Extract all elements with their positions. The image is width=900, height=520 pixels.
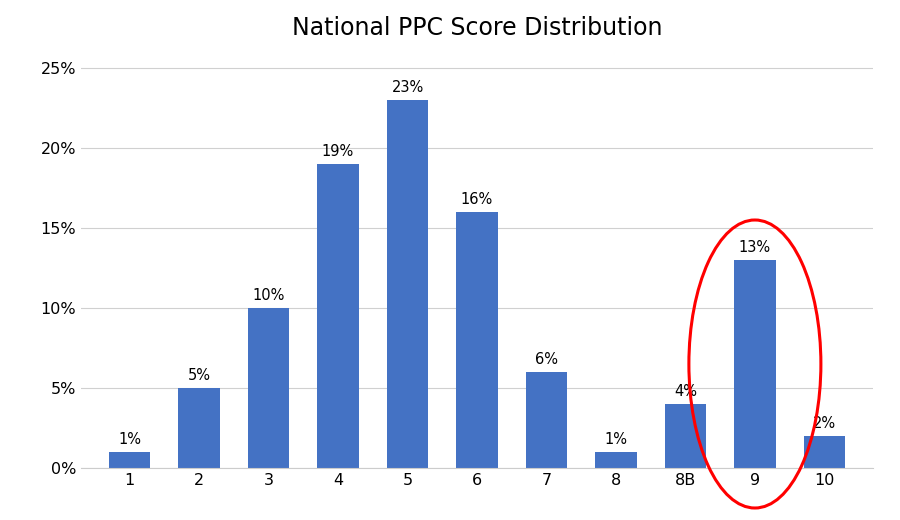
- Bar: [317, 164, 359, 468]
- Bar: [734, 260, 776, 468]
- Text: 4%: 4%: [674, 384, 697, 399]
- Bar: [248, 308, 290, 468]
- Text: 6%: 6%: [535, 352, 558, 367]
- Bar: [595, 452, 637, 468]
- Text: 10%: 10%: [252, 288, 284, 303]
- Bar: [804, 436, 845, 468]
- Bar: [456, 212, 498, 468]
- Text: 1%: 1%: [605, 432, 627, 447]
- Bar: [664, 404, 707, 468]
- Bar: [109, 452, 150, 468]
- Text: 5%: 5%: [187, 368, 211, 383]
- Text: 19%: 19%: [322, 144, 355, 159]
- Bar: [178, 388, 220, 468]
- Text: 1%: 1%: [118, 432, 141, 447]
- Text: 13%: 13%: [739, 240, 771, 255]
- Text: 2%: 2%: [813, 416, 836, 431]
- Bar: [526, 372, 567, 468]
- Title: National PPC Score Distribution: National PPC Score Distribution: [292, 16, 662, 41]
- Text: 16%: 16%: [461, 192, 493, 207]
- Text: 23%: 23%: [392, 80, 424, 95]
- Bar: [387, 100, 428, 468]
